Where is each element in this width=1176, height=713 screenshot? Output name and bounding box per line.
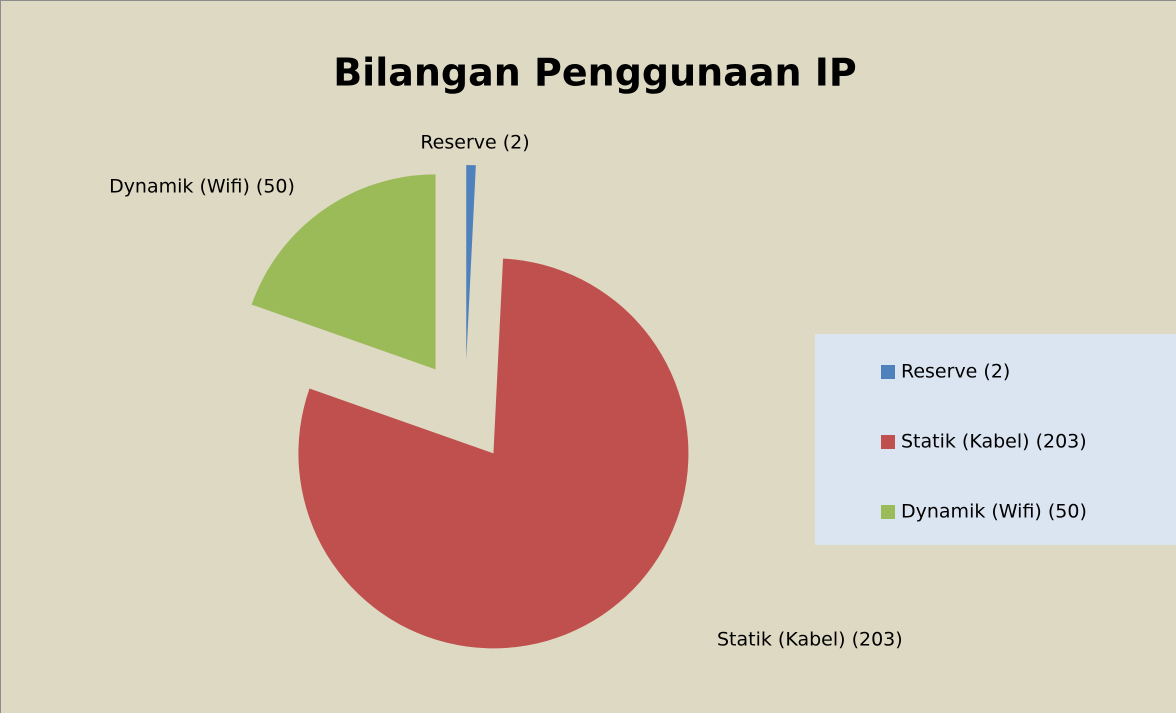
data-label: Dynamik (Wifi) (50) (109, 176, 295, 198)
data-label: Reserve (2) (420, 132, 529, 154)
data-label: Statik (Kabel) (203) (717, 629, 903, 651)
pie-slice (466, 165, 476, 361)
legend-swatch (881, 365, 895, 379)
chart-title: Bilangan Penggunaan IP (333, 51, 857, 95)
legend-label: Reserve (2) (901, 361, 1010, 383)
legend-label: Statik (Kabel) (203) (901, 431, 1087, 453)
pie-slice (298, 258, 689, 649)
legend-box (815, 334, 1176, 545)
legend-label: Dynamik (Wifi) (50) (901, 501, 1087, 523)
legend-swatch (881, 505, 895, 519)
legend-swatch (881, 435, 895, 449)
pie-slice (251, 174, 436, 370)
